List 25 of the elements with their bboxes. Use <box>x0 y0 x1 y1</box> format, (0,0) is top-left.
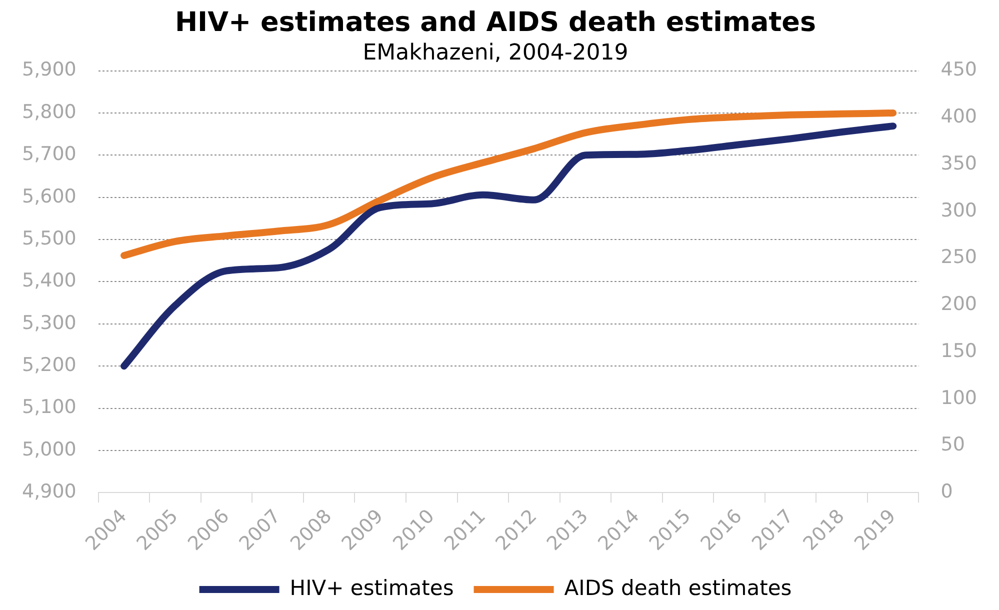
y-tick-label: 5,100 <box>22 396 76 418</box>
y2-tick-label: 350 <box>940 152 977 174</box>
chart-subtitle: EMakhazeni, 2004-2019 <box>362 40 628 66</box>
legend-label: AIDS death estimates <box>564 576 792 600</box>
y-tick-label: 5,900 <box>22 58 76 81</box>
y-tick-label: 5,300 <box>22 312 76 334</box>
y2-tick-label: 200 <box>940 293 977 316</box>
y-tick-label: 5,700 <box>22 143 76 166</box>
chart-title: HIV+ estimates and AIDS death estimates <box>174 7 816 38</box>
y2-tick-label: 0 <box>940 480 953 503</box>
legend-label: HIV+ estimates <box>290 576 454 600</box>
y2-tick-label: 300 <box>940 199 977 222</box>
y-tick-label: 5,800 <box>22 100 76 123</box>
y-tick-label: 5,400 <box>22 270 76 292</box>
y-tick-label: 5,000 <box>22 438 76 460</box>
y2-tick-label: 250 <box>940 246 977 268</box>
y-tick-label: 4,900 <box>22 480 76 503</box>
y2-tick-label: 100 <box>940 386 977 409</box>
y2-tick-label: 400 <box>940 106 977 128</box>
y-tick-label: 5,200 <box>22 354 76 376</box>
y2-tick-label: 150 <box>940 340 977 362</box>
y-tick-label: 5,600 <box>22 185 76 208</box>
y2-tick-label: 450 <box>940 58 977 81</box>
y-tick-label: 5,500 <box>22 227 76 250</box>
y2-tick-label: 50 <box>940 434 965 456</box>
